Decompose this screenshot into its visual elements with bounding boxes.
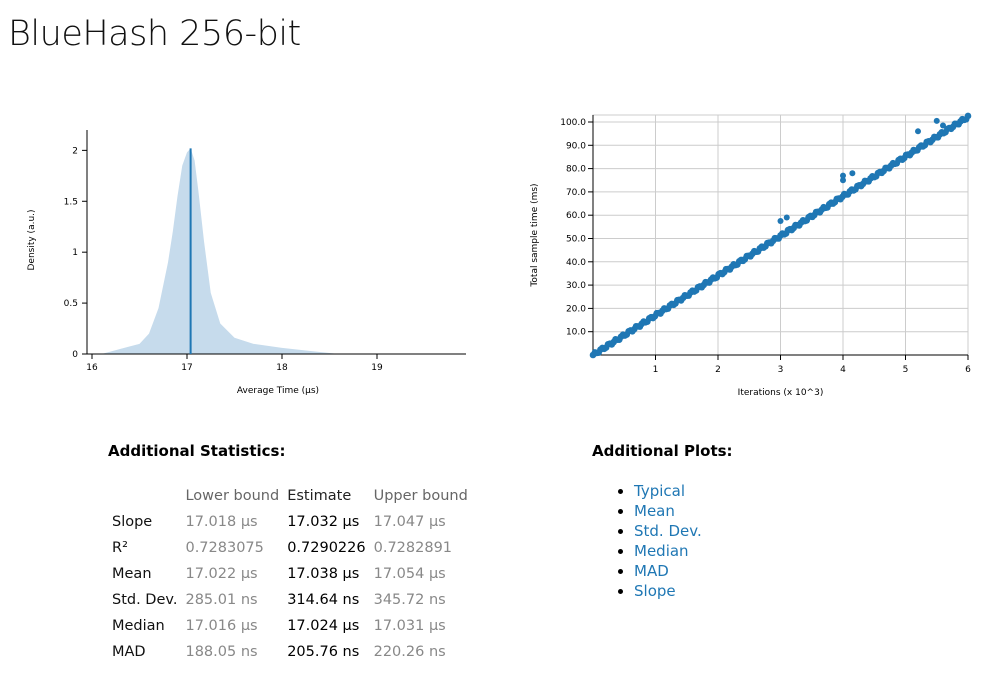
stat-lower: 17.022 µs [185, 566, 258, 582]
outlier-point [933, 117, 940, 124]
y-tick-label: 40.0 [566, 258, 586, 268]
stat-label: R² [112, 540, 128, 556]
stat-label: Median [112, 618, 165, 634]
plots-title: Additional Plots: [592, 442, 733, 460]
stat-estimate: 17.024 µs [287, 618, 360, 634]
stat-lower: 17.016 µs [185, 618, 258, 634]
stats-header-upper: Upper bound [373, 488, 468, 504]
regression-chart[interactable]: 10.0 20.0 30.0 40.0 50.0 60.0 70.0 80.0 90.0 100.… [525, 105, 985, 405]
plot-link-std-dev[interactable]: Std. Dev. [634, 522, 702, 540]
y-tick-label: 1 [72, 248, 78, 258]
stat-lower: 17.018 µs [185, 514, 258, 530]
scatter-points [589, 112, 972, 359]
stat-estimate: 205.76 ns [287, 644, 360, 660]
stat-upper: 345.72 ns [373, 592, 446, 608]
page-title: BlueHash 256-bit [8, 14, 301, 54]
x-tick-label: 18 [276, 363, 288, 373]
x-tick-label: 19 [371, 363, 383, 373]
y-tick-label: 90.0 [566, 141, 586, 151]
plots-list: Typical Mean Std. Dev. Median MAD Slope [592, 481, 702, 601]
outlier-point [849, 170, 856, 177]
x-tick-label: 1 [653, 365, 659, 375]
stat-lower: 285.01 ns [185, 592, 258, 608]
plot-link-median[interactable]: Median [634, 542, 689, 560]
y-axis-label: Density (a.u.) [27, 209, 37, 270]
stat-estimate: 314.64 ns [287, 592, 360, 608]
y-tick-label: 0 [72, 350, 78, 360]
outlier-point [840, 177, 846, 184]
plot-link-slope[interactable]: Slope [634, 582, 676, 600]
stat-upper: 17.031 µs [373, 618, 446, 634]
stat-lower: 0.7283075 [185, 540, 264, 556]
stat-upper: 17.054 µs [373, 566, 446, 582]
stat-upper: 0.7282891 [373, 540, 453, 556]
x-tick-label: 17 [181, 363, 192, 373]
x-axis-label: Iterations (x 10^3) [738, 388, 824, 398]
outlier-point [840, 172, 846, 179]
y-axis-label: Total sample time (ms) [530, 183, 540, 287]
outlier-point [940, 122, 946, 129]
y-tick-label: 80.0 [566, 165, 586, 175]
stats-table: Lower bound Estimate Upper bound Slope 1… [108, 483, 472, 665]
plot-link-mean[interactable]: Mean [634, 502, 675, 520]
y-tick-label: 100.0 [560, 118, 586, 128]
outlier-point [915, 128, 921, 135]
sample-point [964, 112, 972, 120]
stat-estimate: 17.032 µs [287, 514, 360, 530]
stats-header-blank [108, 483, 181, 509]
density-area [101, 148, 339, 354]
stat-label: Slope [112, 514, 153, 530]
outlier-point [777, 218, 784, 225]
x-axis-label: Average Time (µs) [237, 386, 319, 396]
table-row: Slope 17.018 µs 17.032 µs 17.047 µs [108, 509, 472, 535]
x-tick-label: 4 [840, 365, 846, 375]
x-tick-label: 5 [903, 365, 909, 375]
x-tick-label: 16 [86, 363, 98, 373]
table-row: R² 0.7283075 0.7290226 0.7282891 [108, 535, 472, 561]
stat-upper: 17.047 µs [373, 514, 446, 530]
list-item: Median [634, 541, 702, 561]
list-item: Slope [634, 581, 702, 601]
y-tick-label: 10.0 [566, 328, 586, 338]
y-tick-label: 2 [72, 146, 78, 156]
table-row: Mean 17.022 µs 17.038 µs 17.054 µs [108, 561, 472, 587]
stat-label: Mean [112, 566, 152, 582]
stat-label: Std. Dev. [112, 592, 178, 608]
stat-lower: 188.05 ns [185, 644, 258, 660]
stats-title: Additional Statistics: [108, 442, 286, 460]
plot-link-mad[interactable]: MAD [634, 562, 669, 580]
y-tick-label: 50.0 [566, 234, 586, 244]
y-tick-label: 30.0 [566, 281, 586, 291]
stats-header-row: Lower bound Estimate Upper bound [108, 483, 472, 509]
y-tick-label: 20.0 [566, 304, 586, 314]
list-item: Mean [634, 501, 702, 521]
y-tick-label: 70.0 [566, 188, 586, 198]
stat-estimate: 17.038 µs [287, 566, 360, 582]
y-tick-label: 60.0 [566, 211, 586, 221]
plot-link-typical[interactable]: Typical [634, 482, 685, 500]
table-row: MAD 188.05 ns 205.76 ns 220.26 ns [108, 639, 472, 665]
list-item: MAD [634, 561, 702, 581]
table-row: Median 17.016 µs 17.024 µs 17.031 µs [108, 613, 472, 639]
stat-upper: 220.26 ns [373, 644, 446, 660]
x-tick-label: 2 [715, 365, 721, 375]
list-item: Typical [634, 481, 702, 501]
y-tick-label: 0.5 [64, 299, 78, 309]
y-tick-label: 1.5 [64, 197, 78, 207]
x-tick-label: 6 [965, 365, 971, 375]
x-tick-label: 3 [778, 365, 784, 375]
pdf-chart[interactable]: 0 0.5 1 1.5 2 16 17 18 19 Average Time (µs) Densit… [20, 115, 480, 405]
stat-label: MAD [112, 644, 146, 660]
stat-estimate: 0.7290226 [287, 540, 366, 556]
stats-header-estimate: Estimate [287, 488, 352, 504]
stats-header-lower: Lower bound [185, 488, 280, 504]
outlier-point [783, 214, 790, 221]
table-row: Std. Dev. 285.01 ns 314.64 ns 345.72 ns [108, 587, 472, 613]
list-item: Std. Dev. [634, 521, 702, 541]
